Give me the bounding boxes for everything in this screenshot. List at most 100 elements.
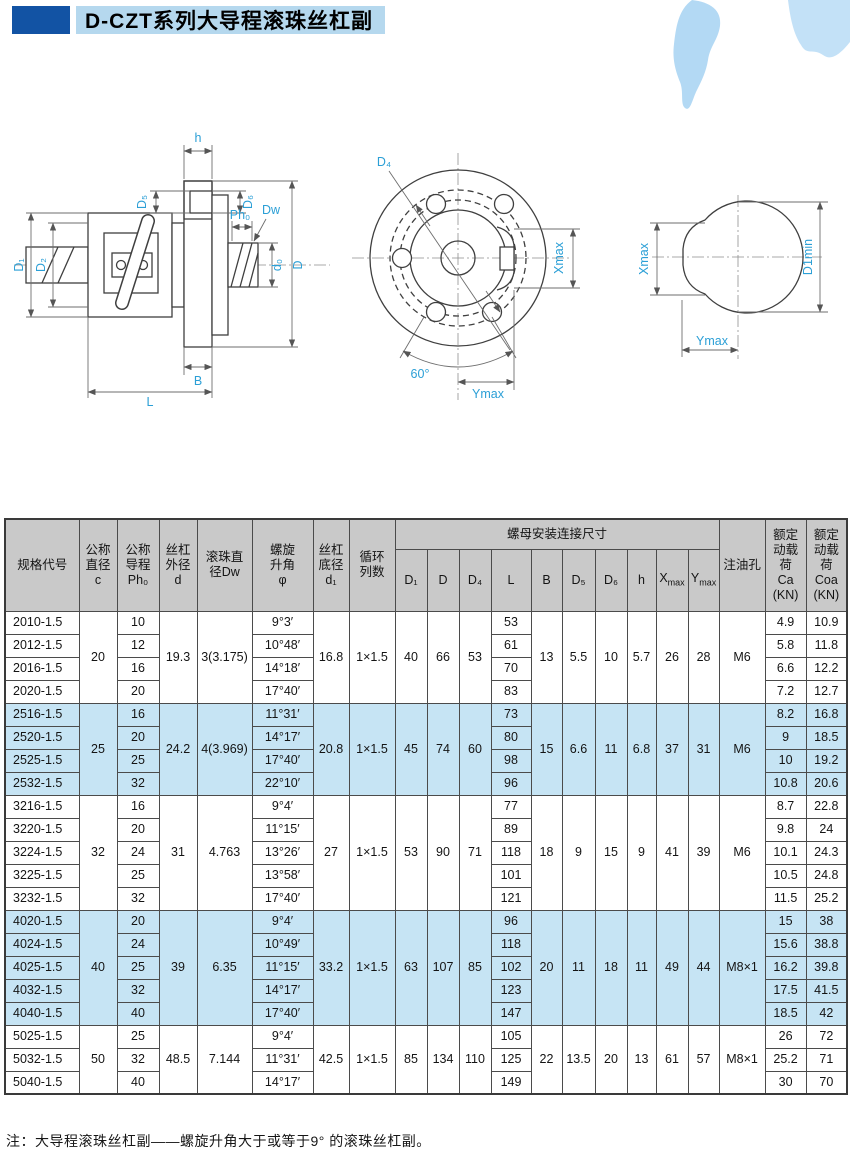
cell-D5: 9 — [561, 794, 596, 911]
cell-L: 89 — [490, 817, 532, 842]
col-header-D1: D₁ — [394, 548, 428, 612]
cell-D1: 40 — [394, 610, 428, 704]
cell-D6: 11 — [594, 702, 628, 796]
cell-ph: 10 — [116, 610, 160, 635]
cell-Ymax: 57 — [687, 1024, 720, 1095]
cell-phi: 17°40′ — [251, 886, 314, 911]
col-header-ph: 公称 导程 Ph₀ — [116, 518, 160, 612]
cell-circuits: 1×1.5 — [348, 702, 396, 796]
cell-ca: 8.2 — [764, 702, 807, 727]
cell-d: 19.3 — [158, 610, 198, 704]
cell-phi: 13°58′ — [251, 863, 314, 888]
cell-D5: 5.5 — [561, 610, 596, 704]
col-header-ca: 额定 动载 荷 Ca (KN) — [764, 518, 807, 612]
cell-ca: 15 — [764, 909, 807, 934]
cell-D6: 10 — [594, 610, 628, 704]
col-header-dw: 滚珠直 径Dw — [196, 518, 253, 612]
cell-coa: 41.5 — [805, 978, 848, 1003]
cell-Xmax: 49 — [655, 909, 689, 1026]
cell-code: 2532-1.5 — [4, 771, 80, 796]
cell-ph: 25 — [116, 955, 160, 980]
col-header-xmax: Xmax — [655, 548, 689, 612]
dim-label-xmax-side: Xmax — [637, 242, 651, 275]
cell-oil: M6 — [718, 702, 766, 796]
table-row: 5032-1.5 32 11°31′ 125 25.2 71 — [4, 1047, 848, 1072]
ymax-base: Y — [690, 571, 700, 586]
cell-ph: 32 — [116, 771, 160, 796]
table-row: 5025-1.5 50 25 48.5 7.144 9°4′ 42.5 1×1.… — [4, 1024, 848, 1095]
cell-code: 3225-1.5 — [4, 863, 80, 888]
spec-table: 规格代号 公称 直径 c 公称 导程 Ph₀ 丝杠 外径 d 滚珠直 径Dw 螺… — [4, 518, 849, 1095]
cell-L: 70 — [490, 656, 532, 681]
cell-Ymax: 39 — [687, 794, 720, 911]
cell-phi: 22°10′ — [251, 771, 314, 796]
cell-ca: 11.5 — [764, 886, 807, 911]
cell-d1: 16.8 — [312, 610, 350, 704]
cell-h: 9 — [626, 794, 657, 911]
dim-label-d0: d₀ — [270, 259, 284, 271]
col-header-h: h — [626, 548, 657, 612]
cell-c: 40 — [78, 909, 118, 1026]
cell-ca: 26 — [764, 1024, 807, 1049]
cell-code: 5025-1.5 — [4, 1024, 80, 1049]
cell-D: 90 — [426, 794, 460, 911]
table-row: 3225-1.5 25 13°58′ 101 10.5 24.8 — [4, 863, 848, 888]
cell-coa: 22.8 — [805, 794, 848, 819]
cell-phi: 10°48′ — [251, 633, 314, 658]
table-row: 2520-1.5 20 14°17′ 80 9 18.5 — [4, 725, 848, 750]
xmax-base: X — [659, 571, 668, 586]
cell-d1: 42.5 — [312, 1024, 350, 1095]
cell-phi: 10°49′ — [251, 932, 314, 957]
cell-B: 20 — [530, 909, 563, 1026]
cell-code: 3232-1.5 — [4, 886, 80, 911]
cell-code: 5032-1.5 — [4, 1047, 80, 1072]
dim-label-D1: D₁ — [12, 258, 26, 271]
cell-D1: 45 — [394, 702, 428, 796]
cell-coa: 11.8 — [805, 633, 848, 658]
cell-phi: 17°40′ — [251, 748, 314, 773]
cell-ph: 32 — [116, 978, 160, 1003]
technical-drawing: h D₅ D₆ Ph₀ Dw D₁ D₂ d₀ D — [12, 131, 828, 409]
cell-ph: 25 — [116, 748, 160, 773]
cell-oil: M6 — [718, 794, 766, 911]
cell-D: 134 — [426, 1024, 460, 1095]
cell-ca: 9 — [764, 725, 807, 750]
cell-phi: 14°17′ — [251, 978, 314, 1003]
cell-h: 5.7 — [626, 610, 657, 704]
cell-ca: 10 — [764, 748, 807, 773]
cell-coa: 25.2 — [805, 886, 848, 911]
cell-phi: 17°40′ — [251, 1001, 314, 1026]
cell-c: 32 — [78, 794, 118, 911]
dim-label-B: B — [194, 374, 202, 388]
cell-coa: 70 — [805, 1070, 848, 1095]
front-view-drawing: D₄ 60° Xmax Ymax — [352, 153, 580, 401]
cell-code: 4025-1.5 — [4, 955, 80, 980]
cell-coa: 12.2 — [805, 656, 848, 681]
cell-ph: 20 — [116, 817, 160, 842]
cell-d: 48.5 — [158, 1024, 198, 1095]
cell-ph: 16 — [116, 656, 160, 681]
cell-Ymax: 31 — [687, 702, 720, 796]
dim-label-D: D — [291, 260, 305, 269]
cell-coa: 72 — [805, 1024, 848, 1049]
cell-oil: M8×1 — [718, 1024, 766, 1095]
cell-h: 6.8 — [626, 702, 657, 796]
map-south-america-shape — [673, 0, 721, 109]
cell-D4: 85 — [458, 909, 492, 1026]
cell-ca: 16.2 — [764, 955, 807, 980]
cell-Ymax: 28 — [687, 610, 720, 704]
table-row: 2010-1.5 20 10 19.3 3(3.175) 9°3′ 16.8 1… — [4, 610, 848, 704]
cell-L: 73 — [490, 702, 532, 727]
cell-phi: 11°15′ — [251, 955, 314, 980]
cell-code: 2016-1.5 — [4, 656, 80, 681]
cell-ph: 32 — [116, 1047, 160, 1072]
cell-L: 96 — [490, 771, 532, 796]
col-header-L: L — [490, 548, 532, 612]
dim-label-d6: D₆ — [241, 195, 255, 209]
cell-circuits: 1×1.5 — [348, 1024, 396, 1095]
cell-code: 2012-1.5 — [4, 633, 80, 658]
cell-phi: 9°4′ — [251, 794, 314, 819]
cell-D5: 6.6 — [561, 702, 596, 796]
dim-label-60deg: 60° — [411, 367, 430, 381]
table-row: 2516-1.5 25 16 24.2 4(3.969) 11°31′ 20.8… — [4, 702, 848, 796]
